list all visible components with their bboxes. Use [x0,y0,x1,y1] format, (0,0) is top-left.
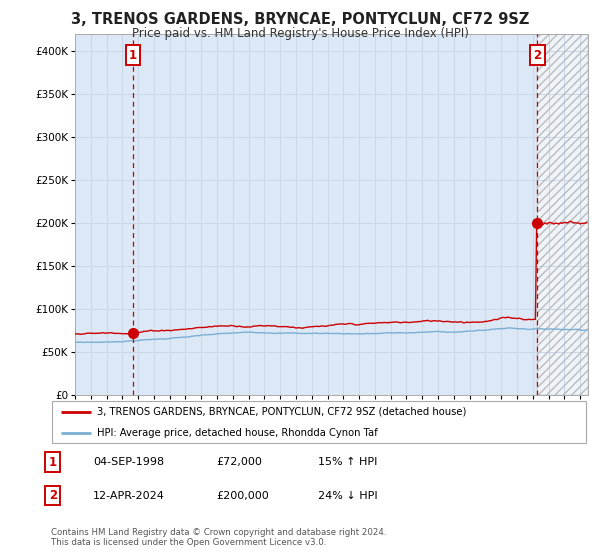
FancyBboxPatch shape [52,401,586,444]
Text: 24% ↓ HPI: 24% ↓ HPI [318,491,377,501]
Text: £72,000: £72,000 [216,457,262,467]
Text: 3, TRENOS GARDENS, BRYNCAE, PONTYCLUN, CF72 9SZ (detached house): 3, TRENOS GARDENS, BRYNCAE, PONTYCLUN, C… [97,407,466,417]
Text: Contains HM Land Registry data © Crown copyright and database right 2024.
This d: Contains HM Land Registry data © Crown c… [51,528,386,547]
Text: 2: 2 [49,489,57,502]
Text: 1: 1 [49,455,57,469]
Text: 1: 1 [129,49,137,62]
Text: 04-SEP-1998: 04-SEP-1998 [93,457,164,467]
Text: 3, TRENOS GARDENS, BRYNCAE, PONTYCLUN, CF72 9SZ: 3, TRENOS GARDENS, BRYNCAE, PONTYCLUN, C… [71,12,529,27]
Text: 2: 2 [533,49,541,62]
Text: Price paid vs. HM Land Registry's House Price Index (HPI): Price paid vs. HM Land Registry's House … [131,27,469,40]
Text: 12-APR-2024: 12-APR-2024 [93,491,165,501]
Text: 15% ↑ HPI: 15% ↑ HPI [318,457,377,467]
Text: £200,000: £200,000 [216,491,269,501]
Text: HPI: Average price, detached house, Rhondda Cynon Taf: HPI: Average price, detached house, Rhon… [97,428,377,438]
